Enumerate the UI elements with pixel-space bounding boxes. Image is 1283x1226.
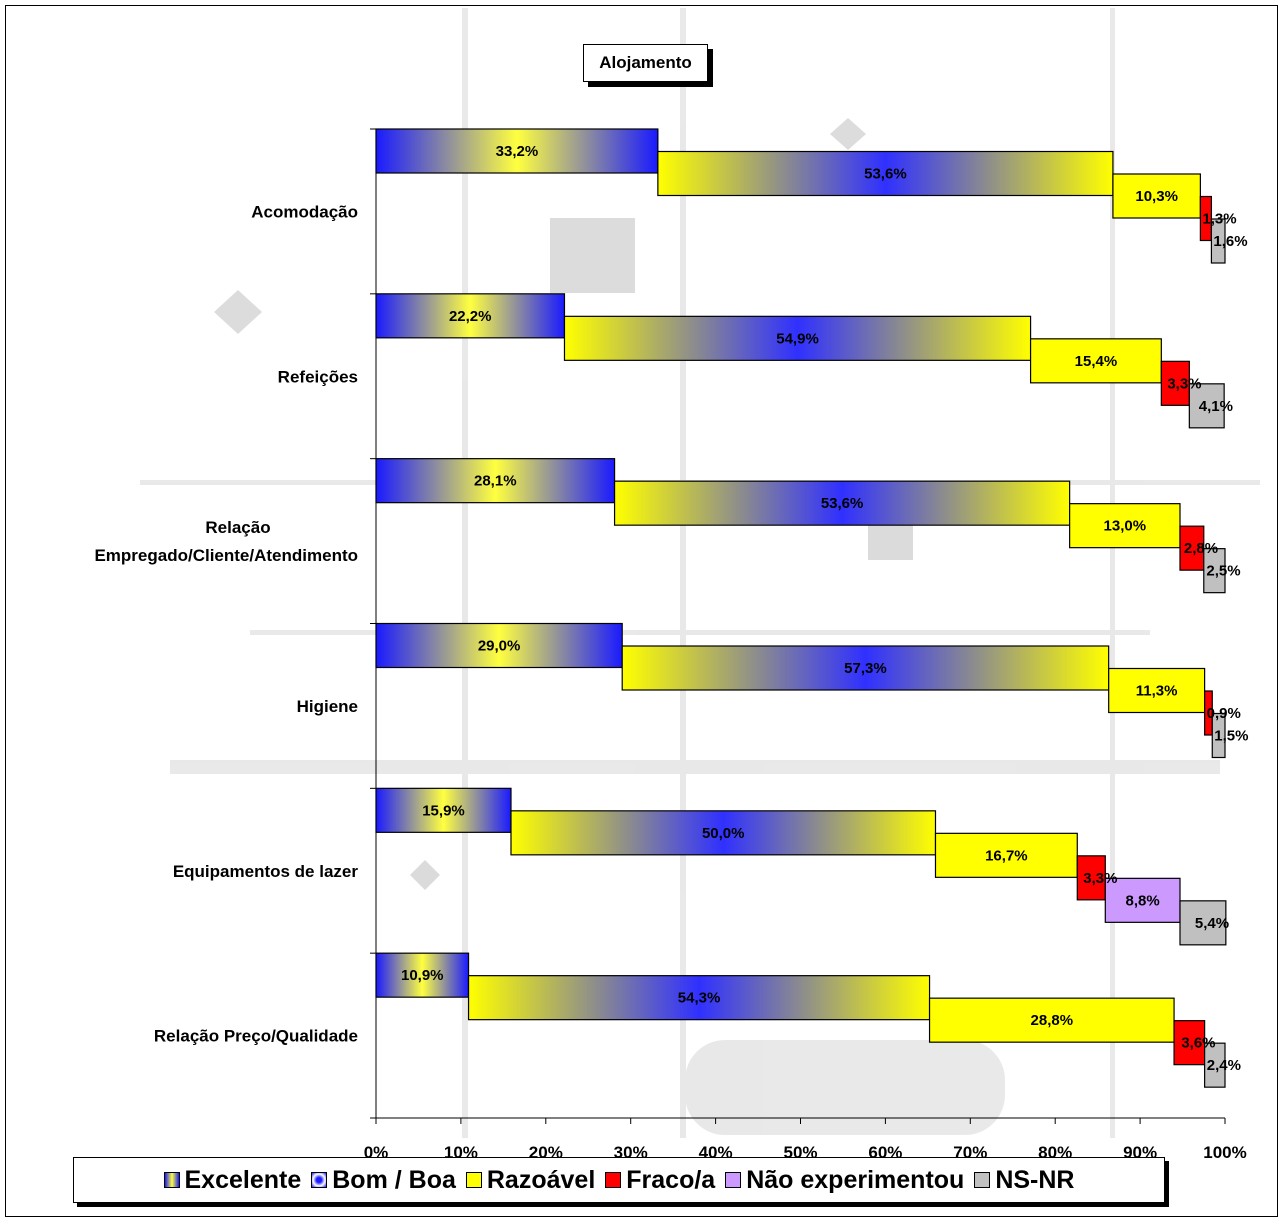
data-label: 54,3% [678, 990, 721, 1007]
category-label: Relação Preço/Qualidade [154, 1027, 358, 1046]
category-label: Relação Empregado/Cliente/Atendimento [94, 518, 358, 565]
legend-label-ns-nr: NS-NR [995, 1165, 1075, 1194]
data-label: 29,0% [478, 638, 521, 655]
legend-label-fraco: Fraco/a [626, 1165, 716, 1194]
legend-item-excelente: Excelente [163, 1165, 302, 1195]
data-label: 1,3% [1202, 211, 1236, 228]
legend-item-razoavel: Razoável [465, 1165, 596, 1195]
data-label: 50,0% [702, 825, 745, 842]
data-label: 22,2% [449, 308, 492, 325]
bar-excelente [375, 293, 566, 339]
legend-item-bom: Bom / Boa [311, 1166, 456, 1195]
bar-bom [510, 810, 937, 856]
data-label: 1,6% [1213, 233, 1247, 250]
data-label: 33,2% [496, 143, 539, 160]
data-label: 16,7% [985, 847, 1028, 864]
data-label: 3,3% [1167, 375, 1201, 392]
bar-fraco [1173, 1020, 1206, 1066]
bar-bom [621, 645, 1110, 691]
category-label: Equipamentos de lazer [173, 862, 359, 881]
bar-excelente [375, 952, 470, 998]
bar-razoavel [1069, 503, 1181, 549]
data-label: 28,1% [474, 473, 517, 490]
legend-swatch-excelente [163, 1172, 180, 1188]
legend-label-nao-experimentou: Não experimentou [746, 1165, 965, 1194]
legend-item-nao-experimentou: Não experimentou [725, 1166, 964, 1195]
legend-label-bom: Bom / Boa [332, 1165, 456, 1194]
bar-razoavel [1029, 338, 1162, 384]
data-label: 1,5% [1214, 728, 1248, 745]
chart-bars [375, 128, 1227, 1088]
bar-excelente [375, 128, 659, 174]
bar-ns-nr [1204, 1042, 1226, 1088]
data-label: 3,6% [1181, 1035, 1215, 1052]
data-label: 15,9% [422, 802, 465, 819]
category-label: Refeições [278, 367, 358, 386]
data-label: 53,6% [864, 166, 907, 183]
bar-excelente [375, 458, 616, 504]
data-label: 4,1% [1199, 398, 1233, 415]
data-label: 11,3% [1136, 683, 1178, 700]
data-label: 53,6% [821, 495, 864, 512]
bar-fraco [1160, 360, 1190, 406]
data-label: 5,4% [1195, 915, 1229, 932]
category-label-line: Relação [205, 518, 270, 537]
legend-swatch-razoavel [465, 1172, 482, 1188]
data-label: 10,3% [1135, 188, 1178, 205]
legend-swatch-ns-nr [974, 1172, 991, 1188]
data-label: 54,9% [776, 330, 819, 347]
bar-ns-nr [1179, 900, 1227, 946]
data-label: 0,9% [1207, 705, 1241, 722]
bar-razoavel [1112, 173, 1201, 219]
legend-swatch-nao-experimentou [725, 1172, 742, 1188]
legend-swatch-fraco [605, 1172, 622, 1188]
data-label: 8,8% [1126, 892, 1160, 909]
chart-labels: Acomodação Refeições Relação Empregado/Clie… [94, 143, 1248, 1074]
bar-bom [657, 150, 1114, 197]
legend-item-fraco: Fraco/a [605, 1166, 715, 1195]
bar-excelente [375, 622, 623, 669]
data-label: 2,4% [1207, 1057, 1241, 1074]
data-label: 15,4% [1075, 353, 1118, 370]
bar-ns-nr [1211, 712, 1226, 759]
bar-excelente [375, 787, 512, 833]
bar-ns-nr [1203, 548, 1226, 594]
chart-legend: Excelente Bom / Boa Razoável Fraco/a Não… [73, 1157, 1165, 1203]
data-label: 2,8% [1184, 540, 1218, 557]
legend-label-excelente: Excelente [184, 1165, 302, 1194]
bar-razoavel [928, 997, 1175, 1043]
data-label: 2,5% [1206, 563, 1240, 580]
bar-fraco [1076, 855, 1106, 901]
x-tick-label: 100% [1203, 1143, 1246, 1162]
category-label: Acomodação [251, 202, 358, 221]
bar-razoavel [934, 832, 1078, 878]
data-label: 3,3% [1083, 870, 1117, 887]
legend-label-razoavel: Razoável [486, 1165, 596, 1194]
bar-ns-nr [1188, 383, 1225, 429]
data-label: 28,8% [1031, 1012, 1074, 1029]
legend-swatch-bom [311, 1172, 328, 1188]
bar-bom [467, 975, 931, 1021]
data-label: 57,3% [844, 660, 887, 677]
bar-ns-nr [1210, 218, 1226, 264]
bar-nao-experimentou [1104, 877, 1181, 923]
legend-item-ns-nr: NS-NR [974, 1166, 1074, 1195]
bar-bom [613, 480, 1071, 526]
chart-title: Alojamento [583, 44, 708, 82]
category-label-line: Empregado/Cliente/Atendimento [94, 546, 358, 565]
data-label: 13,0% [1104, 518, 1147, 535]
category-label: Higiene [297, 697, 358, 716]
data-label: 10,9% [401, 967, 444, 984]
